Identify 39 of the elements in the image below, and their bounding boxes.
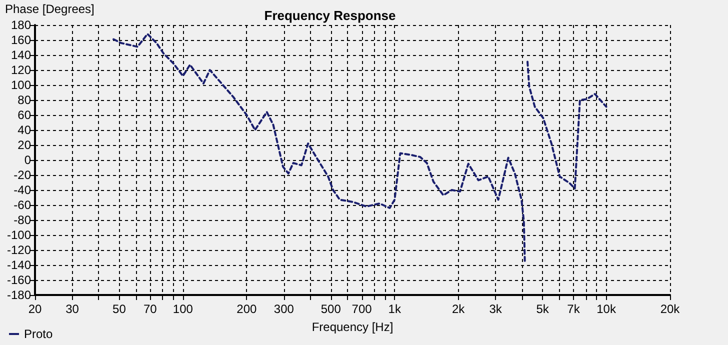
x-tick-label: 3k bbox=[489, 302, 503, 316]
x-tick-label: 100 bbox=[172, 302, 194, 316]
y-tick-label: 0 bbox=[24, 153, 32, 167]
x-tick-label: 20 bbox=[28, 302, 42, 316]
x-tick-label: 5k bbox=[536, 302, 550, 316]
y-tick-label: -60 bbox=[14, 198, 32, 212]
y-tick-label: 60 bbox=[18, 108, 32, 122]
x-tick-label: 500 bbox=[320, 302, 342, 316]
y-tick-label: -100 bbox=[6, 228, 32, 242]
x-tick-label: 10k bbox=[596, 302, 617, 316]
x-tick-label: 2k bbox=[452, 302, 466, 316]
y-tick-label: 20 bbox=[18, 138, 32, 152]
y-tick-label: -40 bbox=[14, 183, 32, 197]
y-tick-label: 140 bbox=[10, 48, 32, 62]
y-tick-label: -80 bbox=[14, 213, 32, 227]
x-tick-label: 20k bbox=[660, 302, 681, 316]
y-tick-label: 80 bbox=[18, 93, 32, 107]
y-tick-label: 180 bbox=[10, 18, 32, 32]
y-tick-label: -160 bbox=[6, 273, 32, 287]
y-tick-label: 100 bbox=[10, 78, 32, 92]
y-axis-title: Phase [Degrees] bbox=[5, 2, 94, 16]
y-tick-label: -140 bbox=[6, 258, 32, 272]
y-tick-label: 40 bbox=[18, 123, 32, 137]
x-tick-label: 300 bbox=[274, 302, 294, 316]
x-tick-label: 700 bbox=[352, 302, 372, 316]
y-tick-label: 120 bbox=[10, 63, 32, 77]
chart-title: Frequency Response bbox=[264, 8, 396, 23]
legend-label: Proto bbox=[24, 327, 54, 341]
x-tick-label: 200 bbox=[236, 302, 257, 316]
y-tick-label: 160 bbox=[10, 33, 32, 47]
x-axis-title: Frequency [Hz] bbox=[312, 320, 394, 334]
x-tick-label: 70 bbox=[143, 302, 158, 316]
x-tick-label: 50 bbox=[112, 302, 126, 316]
x-tick-label: 7k bbox=[567, 302, 581, 316]
x-tick-label: 1k bbox=[388, 302, 402, 316]
y-tick-label: -180 bbox=[6, 288, 32, 302]
y-tick-label: -120 bbox=[6, 243, 32, 257]
x-tick-label: 30 bbox=[66, 302, 80, 316]
y-tick-label: -20 bbox=[14, 168, 32, 182]
